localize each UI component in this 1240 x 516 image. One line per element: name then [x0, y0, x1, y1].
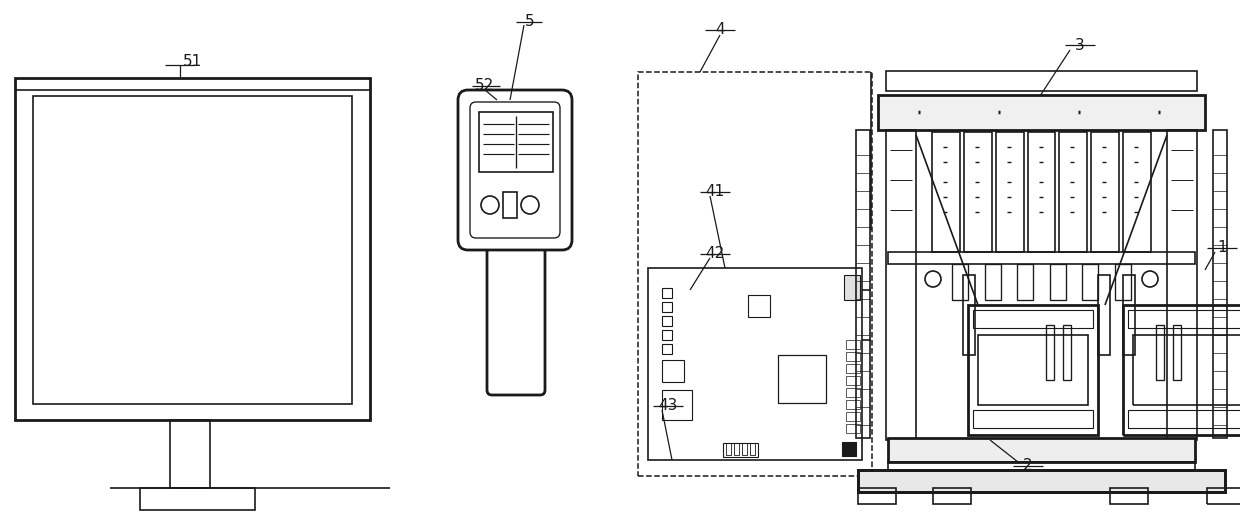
Bar [996, 132, 1023, 252]
Text: 4: 4 [715, 23, 725, 38]
Bar [973, 410, 1092, 428]
Bar [1091, 132, 1120, 252]
Bar [887, 71, 1197, 91]
Bar [1028, 132, 1055, 252]
Bar [662, 288, 672, 298]
Bar [662, 330, 672, 340]
Bar [963, 275, 975, 355]
Bar [1123, 132, 1151, 252]
Bar [985, 264, 1001, 300]
Bar [968, 305, 1097, 435]
Bar [1097, 275, 1110, 355]
Bar [856, 130, 870, 438]
Text: 42: 42 [706, 247, 724, 262]
Bar [952, 264, 968, 300]
Bar [662, 344, 672, 354]
Bar [662, 390, 692, 420]
Bar [1156, 325, 1164, 380]
Bar [750, 443, 755, 455]
Bar [846, 400, 861, 409]
Bar [1123, 275, 1135, 355]
Bar [649, 268, 862, 460]
Text: 41: 41 [706, 185, 724, 200]
Bar [846, 388, 861, 397]
Bar [1050, 264, 1065, 300]
Bar [888, 252, 1195, 264]
Text: 51: 51 [182, 55, 202, 70]
Text: 2: 2 [1023, 459, 1033, 474]
Bar [1110, 488, 1148, 504]
Bar [888, 438, 1195, 462]
Bar [662, 316, 672, 326]
Bar [1173, 325, 1180, 380]
Bar [734, 443, 739, 455]
Bar [932, 488, 971, 504]
Bar [846, 424, 861, 433]
Bar [846, 412, 861, 421]
Bar [978, 335, 1087, 405]
Bar [1063, 325, 1071, 380]
Text: 1: 1 [1218, 240, 1226, 255]
Bar [170, 420, 210, 488]
Bar [725, 443, 732, 455]
Bar [846, 340, 861, 349]
Bar [15, 78, 370, 420]
Bar [1059, 132, 1087, 252]
Bar [932, 132, 960, 252]
Bar [503, 192, 517, 218]
Bar [1167, 130, 1197, 440]
Text: 5: 5 [526, 14, 534, 29]
Bar [973, 310, 1092, 328]
Bar [33, 96, 352, 404]
Bar [846, 352, 861, 361]
Bar [662, 302, 672, 312]
FancyBboxPatch shape [487, 235, 546, 395]
Bar [1115, 264, 1131, 300]
Text: 43: 43 [658, 398, 678, 413]
Bar [887, 130, 916, 440]
Bar [479, 112, 553, 172]
Bar [1213, 130, 1228, 438]
Bar [662, 360, 684, 382]
Text: 52: 52 [475, 78, 495, 93]
Bar [723, 443, 758, 457]
Text: 3: 3 [1075, 38, 1085, 53]
Bar [748, 295, 770, 317]
Bar [1207, 488, 1240, 504]
Bar [1083, 264, 1099, 300]
Bar [1017, 264, 1033, 300]
Bar [846, 364, 861, 373]
Bar [846, 376, 861, 385]
Bar [858, 470, 1225, 492]
Bar [1047, 325, 1054, 380]
Bar [777, 355, 826, 403]
Bar [1123, 305, 1240, 435]
Bar [858, 488, 897, 504]
Bar [878, 95, 1205, 130]
Bar [742, 443, 746, 455]
FancyBboxPatch shape [458, 90, 572, 250]
Bar [140, 488, 255, 510]
Bar [844, 275, 861, 300]
Bar [963, 132, 992, 252]
Bar [1128, 310, 1240, 328]
Bar [842, 442, 856, 456]
Bar [888, 462, 1195, 470]
Bar [1128, 410, 1240, 428]
Bar [1133, 335, 1240, 405]
Bar [639, 72, 872, 476]
Bar [858, 470, 1225, 492]
